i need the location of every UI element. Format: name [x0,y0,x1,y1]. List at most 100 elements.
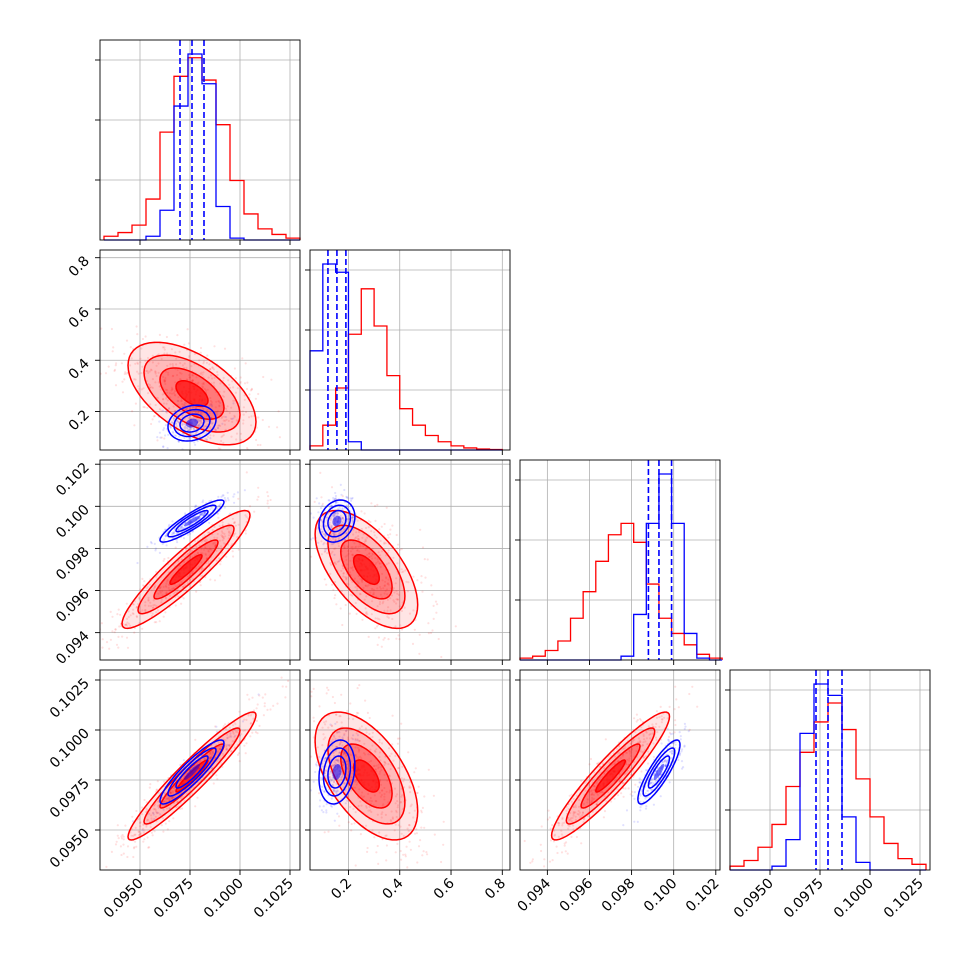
sample-point-blue [167,433,170,436]
sample-point-blue [335,501,338,504]
sample-point-blue [332,734,335,737]
sample-point-blue [337,537,340,540]
sample-point-red [174,351,177,354]
sample-point-blue [156,811,159,814]
sample-point-blue [179,763,182,767]
sample-point-red [374,627,377,630]
sample-point-red [139,361,142,364]
sample-point-red [144,604,147,607]
sample-point-blue [216,512,219,515]
sample-point-red [258,694,261,697]
sample-point-red [369,753,372,756]
sample-point-red [370,800,373,803]
sample-point-blue [170,797,173,800]
sample-point-blue [201,513,204,516]
sample-point-red [613,755,617,758]
sample-point-red [413,628,416,631]
sample-point-red [209,434,212,437]
sample-point-red [202,362,205,365]
sample-point-red [346,567,349,570]
sample-point-red [171,375,174,378]
sample-point-red [168,799,171,802]
sample-point-blue [333,761,336,764]
sample-point-red [278,436,281,439]
sample-point-red [221,415,224,418]
sample-point-red [153,621,156,624]
sample-point-red [342,567,345,570]
sample-point-red [228,744,231,748]
sample-point-red [400,568,403,571]
sample-point-red [117,837,120,840]
y-tick-label: 0.094 [53,628,93,668]
y-tick-label: 0.4 [66,356,93,383]
sample-point-red [379,766,382,769]
sample-point-red [365,611,368,614]
sample-point-red [613,797,616,800]
sample-point-red [407,829,410,833]
sample-point-red [658,725,661,728]
sample-point-red [367,809,370,812]
sample-point-red [385,588,389,591]
sample-point-blue [172,532,176,535]
sample-point-red [228,726,231,729]
sample-point-red [117,608,120,611]
sample-point-red [168,588,171,592]
sample-point-blue [172,786,176,790]
sample-point-blue [182,523,185,526]
sample-point-red [134,600,137,603]
sample-point-blue [339,483,342,486]
sample-point-red [575,835,579,839]
sample-point-blue [334,514,337,517]
sample-point-blue [332,534,335,537]
sample-point-red [163,437,166,440]
sample-point-red [395,533,398,537]
sample-point-red [378,528,381,531]
sample-point-red [227,522,230,526]
sample-point-red [258,724,261,728]
sample-point-red [346,546,349,549]
sample-point-red [531,858,535,861]
sample-point-blue [650,788,653,792]
sample-point-red [339,715,342,718]
sample-point-red [248,505,252,508]
sample-point-red [645,737,649,740]
sample-point-red [322,733,325,736]
sample-point-blue [164,410,168,413]
sample-point-red [253,510,256,513]
sample-point-blue [334,502,338,505]
sample-point-blue [169,425,172,428]
density-fill-red [170,554,202,585]
sample-point-red [293,456,295,458]
sample-point-red [591,793,594,796]
sample-point-red [194,432,197,435]
sample-point-blue [681,767,684,770]
sample-point-red [333,701,336,705]
sample-point-red [222,542,226,545]
sample-point-red [100,327,103,330]
sample-point-blue [225,748,228,751]
sample-point-red [358,739,361,743]
sample-point-red [343,782,346,785]
sample-point-red [204,538,207,541]
contour-red [314,509,419,630]
sample-point-red [411,642,415,646]
sample-point-red [403,606,406,609]
sample-point-red [172,791,175,794]
sample-point-red [375,800,378,803]
sample-point-red [216,373,219,376]
sample-point-red [688,692,691,696]
sample-point-red [378,562,382,565]
sample-point-red [170,392,174,395]
sample-point-red [127,622,131,625]
sample-point-blue [214,428,218,431]
sample-point-red [335,745,338,748]
sample-point-blue [335,791,338,794]
sample-point-blue [176,419,179,422]
sample-point-red [363,753,367,756]
pair-panel-1-3: 0.2 0.4 0.6 0.8 [305,669,511,903]
sample-point-blue [187,416,190,420]
sample-point-red [643,738,646,741]
sample-point-blue [346,760,350,763]
sample-point-red [396,737,400,740]
